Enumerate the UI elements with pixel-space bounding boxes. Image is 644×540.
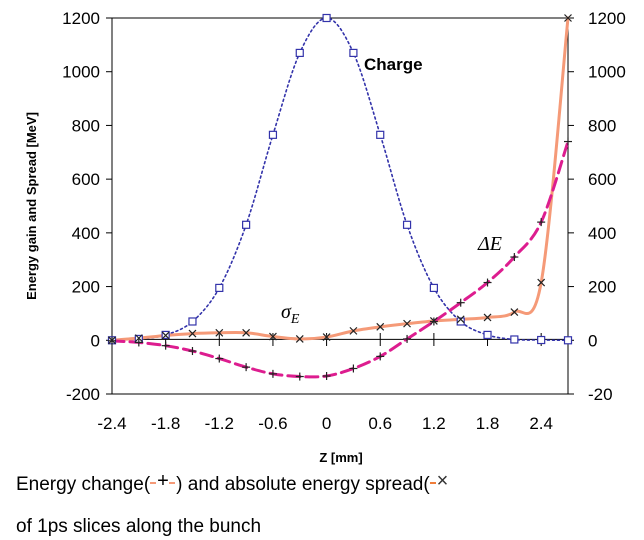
charge-point xyxy=(215,283,224,293)
y-tick-label: 0 xyxy=(91,331,100,350)
charge-point xyxy=(295,48,304,58)
x-tick-label: 1.2 xyxy=(422,414,446,433)
plot-frame xyxy=(111,17,569,395)
sigma-e-point xyxy=(403,319,411,328)
sigma-symbol: σ xyxy=(281,301,292,323)
x-axis-title: Z [mm] xyxy=(319,450,362,465)
charge-point xyxy=(376,130,385,139)
sigma-e-point xyxy=(161,331,170,340)
x-tick-label: -1.8 xyxy=(151,414,180,433)
delta-e-point xyxy=(295,372,304,381)
delta-e-point xyxy=(376,352,385,361)
y-tick-label: 400 xyxy=(72,224,100,243)
delta-e-point xyxy=(349,364,358,373)
y-tick-label: 1200 xyxy=(62,9,100,28)
delta-e-point xyxy=(322,372,331,381)
y-axis-title: Energy gain and Spread [MeV] xyxy=(24,112,39,300)
charge-point xyxy=(429,283,438,293)
sigma-e-point xyxy=(564,14,572,22)
delta-e-point xyxy=(537,218,546,227)
sigma-e-point xyxy=(322,333,331,341)
charge-point xyxy=(188,317,197,326)
charge-point xyxy=(563,336,573,345)
charge-point xyxy=(402,220,412,229)
sigma-e-point xyxy=(134,334,143,343)
y2-tick-label: -20 xyxy=(588,385,613,404)
y-tick-label: -200 xyxy=(66,385,100,404)
delta-e-legend-symbol: + xyxy=(150,470,176,492)
y-tick-label: 200 xyxy=(72,278,100,297)
sigma-e-point xyxy=(376,322,385,331)
delta-e-line xyxy=(110,140,570,379)
charge-point xyxy=(537,335,546,345)
delta-e-point xyxy=(242,363,251,372)
caption-line-2: of 1ps slices along the bunch xyxy=(16,516,262,537)
charge-point xyxy=(242,220,251,229)
delta-e-point xyxy=(510,253,519,262)
chart: -2.4 -1.8 -1.2 -0.6 0 0.6 1.2 1.8 2.4 1200 1000 80… xyxy=(24,9,626,465)
sigma-e-point xyxy=(269,332,277,341)
y-tick-label: 800 xyxy=(72,116,100,135)
x-tick-label: -2.4 xyxy=(97,414,126,433)
caption-text-2: ) and absolute energy spread( xyxy=(176,474,430,495)
charge-point xyxy=(268,130,278,139)
delta-e-point xyxy=(161,341,170,350)
y2-tick-label: 1000 xyxy=(588,63,626,82)
delta-e-point xyxy=(268,369,277,378)
caption-text-1: Energy change( xyxy=(16,474,151,495)
y2-tick-label: 600 xyxy=(588,170,616,189)
charge-point xyxy=(483,330,492,340)
x-tick-label: -0.6 xyxy=(258,414,287,433)
delta-e-annotation: ΔE xyxy=(477,233,502,255)
y-tick-label: 600 xyxy=(72,170,100,189)
x-tick-label: 1.8 xyxy=(476,414,500,433)
charge-point xyxy=(456,317,465,326)
sigma-e-point xyxy=(510,308,519,317)
x-tick-label: 2.4 xyxy=(529,414,553,433)
caption-line-1: Energy change( + ) and absolute energy spr… xyxy=(16,470,456,496)
sigma-e-point xyxy=(215,328,224,337)
charge-point xyxy=(322,13,331,23)
sigma-e-point xyxy=(295,335,304,343)
plus-glyph: + xyxy=(157,470,169,492)
y2-tick-label: 800 xyxy=(588,116,616,135)
plot-area: -2.4 -1.8 -1.2 -0.6 0 0.6 1.2 1.8 2.4 1200 1000 80… xyxy=(62,9,626,433)
sigma-e-point xyxy=(188,329,197,338)
sigma-e-line xyxy=(110,16,570,342)
x-tick-label: 0 xyxy=(322,414,331,433)
delta-e-point xyxy=(564,137,572,146)
x-tick-label: 0.6 xyxy=(368,414,392,433)
sigma-e-annotation: σE xyxy=(281,301,300,327)
y2-tick-label: 1200 xyxy=(588,9,626,28)
sigma-e-point xyxy=(537,278,546,287)
y-tick-label: 1000 xyxy=(62,63,100,82)
y2-ticks: 1200 1000 800 600 400 200 0 -20 xyxy=(568,9,626,404)
sigma-e-point xyxy=(349,326,358,335)
y-ticks: 1200 1000 800 600 400 200 0 -200 xyxy=(62,9,112,404)
y2-tick-label: 0 xyxy=(588,331,597,350)
delta-e-point xyxy=(483,278,492,287)
sigma-e-point xyxy=(242,328,251,337)
sigma-e-point xyxy=(483,313,492,322)
charge-point xyxy=(510,335,519,344)
charge-line xyxy=(111,17,569,342)
x-tick-label: -1.2 xyxy=(205,414,234,433)
y2-tick-label: 400 xyxy=(588,224,616,243)
delta-e-point xyxy=(456,298,465,307)
series-layer xyxy=(110,16,570,379)
delta-e-point xyxy=(134,338,143,347)
marker-layer xyxy=(107,13,573,381)
delta-e-point xyxy=(108,336,116,345)
sigma-e-point xyxy=(456,315,465,324)
sigma-subscript: E xyxy=(290,312,300,327)
charge-point xyxy=(349,48,358,58)
charge-annotation: Charge xyxy=(364,55,423,74)
delta-e-point xyxy=(215,354,224,363)
delta-e-point xyxy=(188,347,197,356)
y2-tick-label: 200 xyxy=(588,278,616,297)
delta-e-point xyxy=(403,334,412,343)
delta-e-point xyxy=(429,317,438,326)
cross-glyph: × xyxy=(436,470,449,492)
sigma-legend-symbol: × xyxy=(429,470,456,492)
